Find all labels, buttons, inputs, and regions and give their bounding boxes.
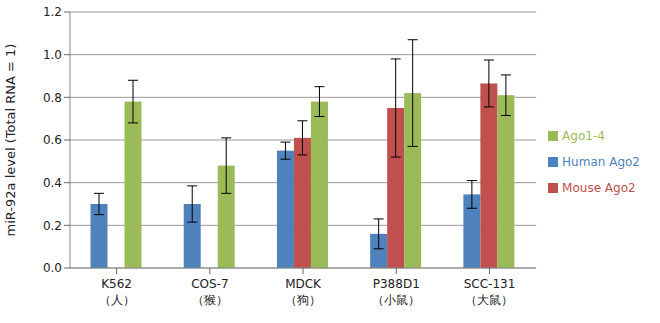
svg-text:P388D1（小鼠）: P388D1（小鼠） [372,277,420,307]
html-text:Mouse Ago2: Mouse Ago2 [562,180,636,195]
svg-text:0.4: 0.4 [43,176,62,190]
svg-text:0.6: 0.6 [43,133,62,147]
svg-text:1.2: 1.2 [43,5,62,19]
svg-text:0.0: 0.0 [43,261,62,275]
svg-text:miR-92a level (Total RNA = 1): miR-92a level (Total RNA = 1) [3,44,18,237]
html-text:Human Ago2: Human Ago2 [562,154,640,169]
svg-text:0.2: 0.2 [43,219,62,233]
svg-text:K562（人）: K562（人） [99,277,135,307]
html-text:Ago1-4: Ago1-4 [562,128,605,143]
svg-text:0.8: 0.8 [43,91,62,105]
svg-text:1.0: 1.0 [43,48,62,62]
svg-text:SCC-131（大鼠）: SCC-131（大鼠） [464,277,516,307]
svg-text:COS-7（猴）: COS-7（猴） [191,277,228,307]
svg-text:MDCK（狗）: MDCK（狗） [285,277,322,307]
